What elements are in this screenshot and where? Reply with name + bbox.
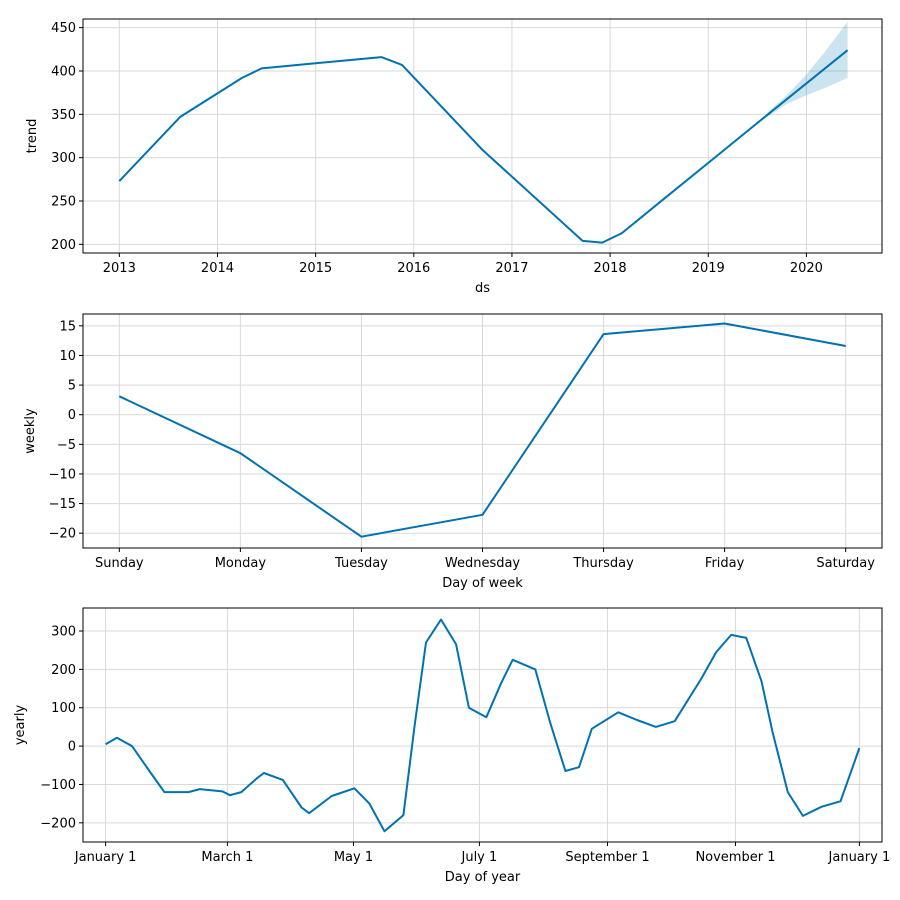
y-tick-label: −15 bbox=[49, 497, 76, 512]
y-tick-label: 0 bbox=[68, 740, 76, 755]
y-tick-label: 450 bbox=[51, 21, 76, 36]
x-tick-label: January 1 bbox=[74, 850, 137, 865]
y-tick-label: 200 bbox=[51, 663, 76, 678]
x-tick-label: July 1 bbox=[461, 850, 498, 865]
x-tick-label: Saturday bbox=[816, 556, 875, 571]
series-line bbox=[118, 49, 849, 244]
y-tick-label: 100 bbox=[51, 701, 76, 716]
trend-panel: 2013 2014 2015 2016 2017 2018 2019 2020 200 250 30… bbox=[25, 18, 883, 296]
y-axis-label: yearly bbox=[13, 705, 28, 746]
x-tick-label: March 1 bbox=[201, 850, 253, 865]
x-axis-label: Day of week bbox=[442, 576, 523, 591]
x-tick-label: Thursday bbox=[572, 556, 634, 571]
yearly-panel: January 1 March 1 May 1 July 1 September 1 No… bbox=[13, 607, 891, 885]
y-tick-label: 250 bbox=[51, 195, 76, 210]
x-tick-label: 2016 bbox=[397, 261, 430, 276]
y-tick-label: 15 bbox=[59, 319, 76, 334]
y-tick-label: 5 bbox=[68, 379, 76, 394]
y-tick-label: −5 bbox=[57, 438, 76, 453]
x-tick-label: Friday bbox=[705, 556, 745, 571]
y-tick-label: −200 bbox=[40, 816, 76, 831]
y-tick-label: 10 bbox=[59, 349, 76, 364]
x-tick-label: Sunday bbox=[95, 556, 144, 571]
x-tick-label: 2018 bbox=[594, 261, 627, 276]
uncertainty-band bbox=[767, 21, 848, 117]
x-tick-label: January 1 bbox=[828, 850, 891, 865]
weekly-panel: Sunday Monday Tuesday Wednesday Thursday Frid… bbox=[23, 313, 883, 591]
y-tick-label: 400 bbox=[51, 65, 76, 80]
x-tick-label: 2019 bbox=[692, 261, 725, 276]
y-tick-label: 350 bbox=[51, 108, 76, 123]
x-axis-label: ds bbox=[475, 281, 490, 296]
plot-frame bbox=[82, 18, 883, 254]
series-line bbox=[118, 322, 846, 538]
y-tick-label: 200 bbox=[51, 238, 76, 253]
x-tick-label: Tuesday bbox=[334, 556, 388, 571]
series-line bbox=[105, 618, 861, 833]
y-tick-label: 300 bbox=[51, 151, 76, 166]
y-axis-label: trend bbox=[25, 119, 40, 154]
x-tick-label: 2015 bbox=[299, 261, 332, 276]
y-tick-label: −10 bbox=[49, 467, 76, 482]
x-tick-label: Monday bbox=[215, 556, 267, 571]
y-tick-label: 0 bbox=[68, 408, 76, 423]
y-axis-label: weekly bbox=[23, 408, 38, 454]
x-tick-label: November 1 bbox=[695, 850, 775, 865]
x-tick-label: 2013 bbox=[103, 261, 136, 276]
y-tick-label: −20 bbox=[49, 527, 76, 542]
x-axis-label: Day of year bbox=[445, 870, 521, 885]
x-tick-label: 2014 bbox=[201, 261, 234, 276]
x-tick-label: September 1 bbox=[565, 850, 649, 865]
x-tick-label: 2020 bbox=[790, 261, 823, 276]
y-tick-label: 300 bbox=[51, 625, 76, 640]
plot-frame bbox=[82, 607, 883, 843]
x-tick-label: 2017 bbox=[495, 261, 528, 276]
y-tick-label: −100 bbox=[40, 778, 76, 793]
x-tick-label: May 1 bbox=[334, 850, 373, 865]
x-tick-label: Wednesday bbox=[445, 556, 521, 571]
